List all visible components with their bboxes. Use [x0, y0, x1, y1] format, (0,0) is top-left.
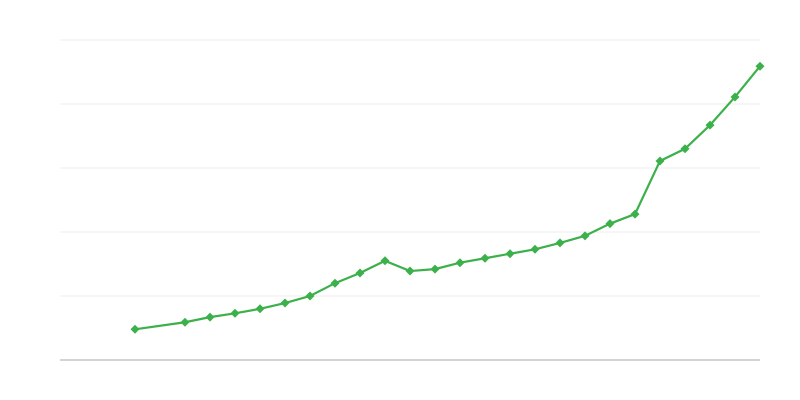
marker — [205, 312, 215, 322]
marker — [280, 298, 290, 308]
marker — [355, 268, 365, 278]
marker — [630, 209, 640, 219]
marker — [330, 278, 340, 288]
marker — [255, 304, 265, 314]
marker — [680, 144, 690, 154]
marker — [755, 61, 765, 71]
marker — [305, 291, 315, 301]
marker — [430, 264, 440, 274]
marker — [605, 219, 615, 229]
marker — [480, 253, 490, 263]
marker — [580, 231, 590, 241]
marker — [655, 156, 665, 166]
marker — [405, 266, 415, 276]
marker — [180, 317, 190, 327]
marker — [130, 324, 140, 334]
marker — [380, 256, 390, 266]
marker — [455, 258, 465, 268]
marker — [705, 120, 715, 130]
marker — [555, 238, 565, 248]
marker — [505, 249, 515, 259]
marker — [230, 308, 240, 318]
line — [134, 65, 761, 331]
marker — [730, 92, 740, 102]
marker — [530, 244, 540, 254]
